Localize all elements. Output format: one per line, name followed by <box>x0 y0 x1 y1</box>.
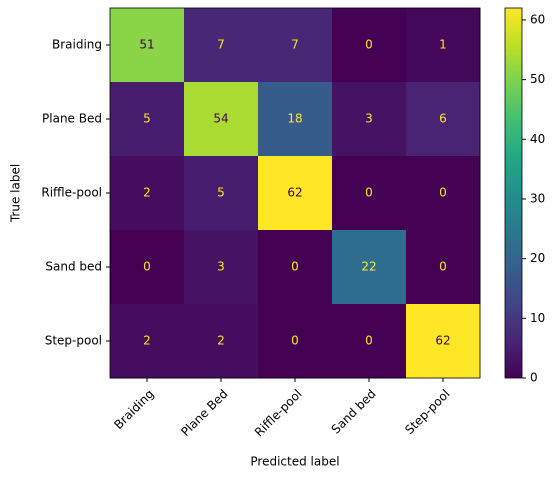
cell <box>110 230 185 305</box>
cell <box>184 82 259 157</box>
x-tick-label: Step-pool <box>402 387 452 437</box>
x-axis-label: Predicted label <box>250 455 339 469</box>
cell-label: 5 <box>217 186 225 200</box>
x-tick-label: Plane Bed <box>178 387 230 439</box>
cell-label: 51 <box>139 38 154 52</box>
cell <box>258 82 333 157</box>
cell <box>110 304 185 379</box>
cell-label: 18 <box>287 112 302 126</box>
colorbar-tick-label: 60 <box>530 12 545 26</box>
y-tick-label: Step-pool <box>45 334 102 348</box>
y-tick-label: Plane Bed <box>42 112 102 126</box>
cell-label: 0 <box>291 260 299 274</box>
cell-label: 6 <box>439 112 447 126</box>
cell <box>184 230 259 305</box>
colorbar-tick-label: 40 <box>530 132 545 146</box>
cell-label: 0 <box>365 334 373 348</box>
colorbar-tick-label: 50 <box>530 72 545 86</box>
cell-label: 7 <box>217 38 225 52</box>
cell-label: 2 <box>143 186 151 200</box>
y-tick-label: Braiding <box>52 38 102 52</box>
colorbar-tick-label: 10 <box>530 311 545 325</box>
cell-label: 62 <box>435 334 450 348</box>
cell <box>406 230 481 305</box>
cell <box>258 304 333 379</box>
cell <box>406 82 481 157</box>
x-tick-label: Riffle-pool <box>252 387 305 440</box>
cell <box>406 156 481 231</box>
x-tick-label: Sand bed <box>329 387 379 437</box>
cell-label: 5 <box>143 112 151 126</box>
cell <box>406 304 481 379</box>
cell-label: 7 <box>291 38 299 52</box>
cell <box>184 156 259 231</box>
cell <box>110 156 185 231</box>
cell-label: 0 <box>365 38 373 52</box>
cell-label: 1 <box>439 38 447 52</box>
cell-label: 0 <box>365 186 373 200</box>
cell-label: 3 <box>365 112 373 126</box>
cell <box>332 156 407 231</box>
cell <box>258 230 333 305</box>
cell-label: 0 <box>143 260 151 274</box>
cell-label: 0 <box>439 186 447 200</box>
cell-label: 2 <box>217 334 225 348</box>
cell <box>258 156 333 231</box>
cell-label: 54 <box>213 112 228 126</box>
cell <box>184 8 259 83</box>
colorbar <box>504 7 523 379</box>
cell <box>110 82 185 157</box>
y-axis-label: True label <box>9 164 23 223</box>
cell-label: 0 <box>439 260 447 274</box>
cell <box>332 230 407 305</box>
cell <box>332 304 407 379</box>
cell <box>110 8 185 83</box>
cell <box>332 8 407 83</box>
cell <box>406 8 481 83</box>
cell <box>184 304 259 379</box>
colorbar-tick-label: 20 <box>530 251 545 265</box>
cell-label: 22 <box>361 260 376 274</box>
cell <box>258 8 333 83</box>
y-tick-label: Sand bed <box>45 260 102 274</box>
cell <box>332 82 407 157</box>
y-tick-label: Riffle-pool <box>41 186 102 200</box>
cell-label: 3 <box>217 260 225 274</box>
cell-label: 0 <box>291 334 299 348</box>
colorbar-tick-label: 0 <box>530 371 538 385</box>
colorbar-tick-label: 30 <box>530 191 545 205</box>
cell-label: 62 <box>287 186 302 200</box>
x-tick-label: Braiding <box>111 387 156 432</box>
cell-label: 2 <box>143 334 151 348</box>
